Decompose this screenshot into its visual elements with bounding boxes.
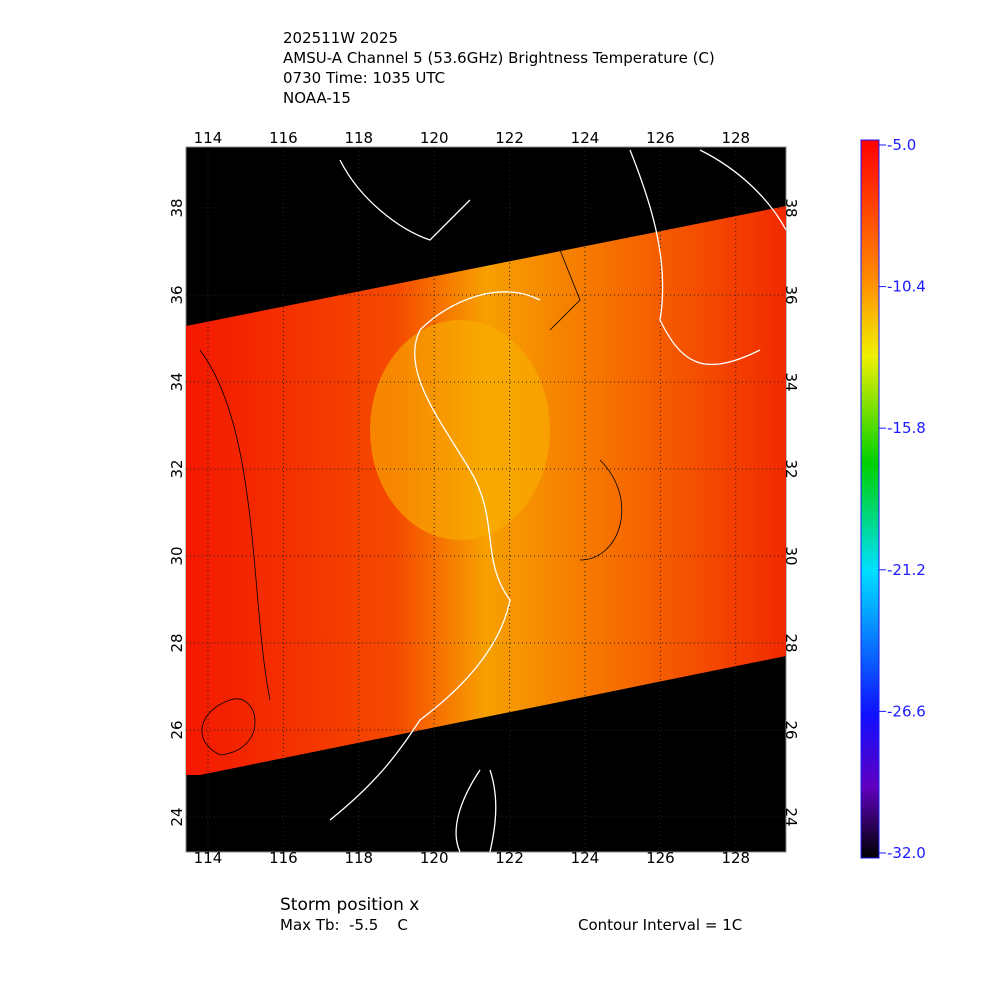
lon-label-top: 118	[344, 129, 373, 147]
lon-label-bottom: 122	[495, 849, 524, 867]
lat-label-right: 36	[782, 285, 800, 304]
lon-label-top: 114	[194, 129, 223, 147]
storm-position: Storm position x	[280, 895, 419, 915]
warm-region	[370, 320, 550, 540]
lon-label-bottom: 126	[646, 849, 675, 867]
grid	[186, 147, 786, 852]
max-tb: Max Tb: -5.5 C	[280, 916, 408, 934]
lat-label-right: 26	[782, 720, 800, 739]
lon-label-top: 126	[646, 129, 675, 147]
lon-label-top: 122	[495, 129, 524, 147]
colorbar-label: -10.4	[887, 278, 926, 296]
lat-label-left: 34	[168, 372, 186, 391]
lat-label-left: 26	[168, 720, 186, 739]
lat-label-right: 38	[782, 198, 800, 217]
colorbar-label: -26.6	[887, 702, 926, 720]
lat-label-right: 34	[782, 372, 800, 391]
lon-label-bottom: 114	[194, 849, 223, 867]
lon-label-bottom: 124	[571, 849, 600, 867]
lat-label-left: 36	[168, 285, 186, 304]
lon-label-bottom: 128	[721, 849, 750, 867]
lat-label-right: 24	[782, 807, 800, 826]
lon-label-top: 116	[269, 129, 298, 147]
lat-label-right: 30	[782, 546, 800, 565]
lon-label-bottom: 120	[420, 849, 449, 867]
lon-label-top: 124	[571, 129, 600, 147]
header-line: AMSU-A Channel 5 (53.6GHz) Brightness Te…	[283, 49, 715, 67]
colorbar-label: -21.2	[887, 561, 926, 579]
lon-label-top: 128	[721, 129, 750, 147]
axis-labels: 114 114 116 116 118 118 120 120 122 122 124 124 126 1…	[168, 129, 800, 867]
colorbar-ticks: -5.0 -10.4 -15.8 -21.2 -26.6 -32.0	[879, 136, 926, 862]
taiwan-coast	[455, 769, 497, 853]
lon-label-bottom: 116	[269, 849, 298, 867]
lat-label-left: 32	[168, 459, 186, 478]
header-line: NOAA-15	[283, 89, 351, 107]
lat-label-right: 28	[782, 633, 800, 652]
lat-label-left: 28	[168, 633, 186, 652]
header: 202511W 2025 AMSU-A Channel 5 (53.6GHz) B…	[283, 29, 715, 107]
contour-interval: Contour Interval = 1C	[578, 916, 742, 934]
colorbar	[860, 139, 880, 859]
colorbar-label: -15.8	[887, 419, 926, 437]
colorbar-label: -5.0	[887, 136, 916, 154]
lat-label-right: 32	[782, 459, 800, 478]
coastline	[329, 159, 541, 821]
lat-label-left: 38	[168, 198, 186, 217]
header-line: 202511W 2025	[283, 29, 398, 47]
lon-label-top: 120	[420, 129, 449, 147]
lat-label-left: 30	[168, 546, 186, 565]
lon-label-bottom: 118	[344, 849, 373, 867]
korea-coast	[629, 149, 787, 366]
lat-label-left: 24	[168, 807, 186, 826]
header-line: 0730 Time: 1035 UTC	[283, 69, 445, 87]
colorbar-label: -32.0	[887, 844, 926, 862]
contours	[199, 249, 623, 756]
